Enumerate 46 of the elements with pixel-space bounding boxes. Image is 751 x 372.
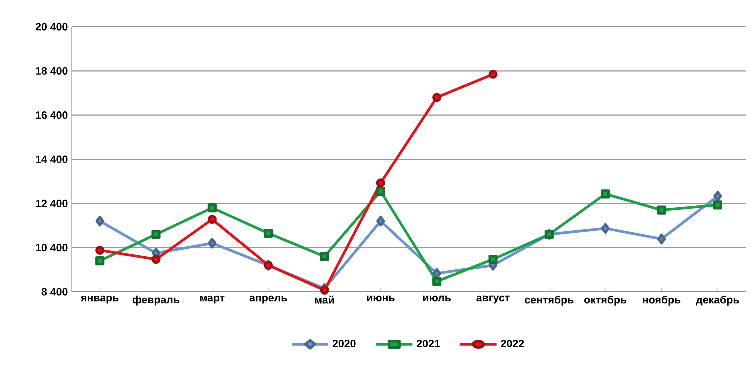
point xyxy=(96,216,104,227)
x-tick-label: март xyxy=(200,296,225,304)
x-tick-label: апрель xyxy=(250,296,288,304)
y-tick-label: 20 400 xyxy=(36,23,68,31)
y-tick-label: 16 400 xyxy=(36,112,68,120)
point xyxy=(432,277,442,286)
point xyxy=(713,200,722,210)
x-tick-label: декабрь xyxy=(696,296,740,306)
point xyxy=(376,186,386,196)
legend-label: 2021 xyxy=(417,340,440,348)
y-tick-label: 8 400 xyxy=(42,288,68,296)
y-tick-label: 18 400 xyxy=(36,67,68,75)
point xyxy=(96,246,105,256)
x-tick-label: сентябрь xyxy=(525,296,574,306)
point xyxy=(657,206,666,215)
x-tick-label: ноябрь xyxy=(643,296,681,306)
point xyxy=(376,178,386,188)
y-tick-label: 10 400 xyxy=(36,244,68,252)
point xyxy=(320,286,330,295)
point xyxy=(657,234,666,245)
x-tick-label: июль xyxy=(423,296,452,302)
point xyxy=(264,228,274,238)
x-tick-label: май xyxy=(315,296,334,304)
point xyxy=(152,230,161,240)
point xyxy=(432,93,442,102)
legend-label: 2022 xyxy=(501,340,524,348)
point xyxy=(208,204,217,213)
point xyxy=(488,255,498,264)
legend-label: 2020 xyxy=(332,340,356,348)
y-tick-label: 12 400 xyxy=(36,200,68,208)
x-tick-label: январь xyxy=(81,296,119,304)
x-tick-label: август xyxy=(476,296,510,304)
point xyxy=(601,190,610,199)
point xyxy=(320,252,330,262)
x-tick-label: июнь xyxy=(367,296,395,302)
x-tick-label: февраль xyxy=(132,296,180,306)
point xyxy=(96,256,105,266)
point xyxy=(488,70,498,80)
point xyxy=(208,238,217,249)
point xyxy=(152,255,161,264)
y-tick-label: 14 400 xyxy=(36,156,68,164)
point xyxy=(376,216,386,227)
point xyxy=(714,191,722,202)
point xyxy=(208,215,217,224)
point xyxy=(601,223,610,234)
x-tick-label: октябрь xyxy=(584,296,627,306)
